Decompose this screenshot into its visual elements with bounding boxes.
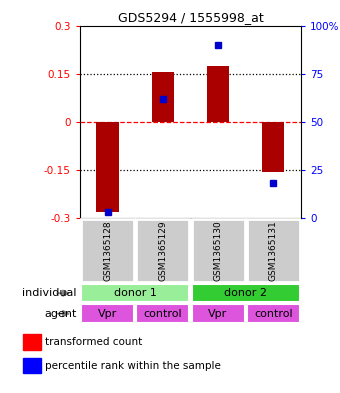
Text: GSM1365129: GSM1365129 — [158, 220, 167, 281]
Text: Vpr: Vpr — [98, 309, 117, 319]
Text: agent: agent — [44, 309, 76, 319]
Text: control: control — [254, 309, 293, 319]
Text: percentile rank within the sample: percentile rank within the sample — [45, 360, 221, 371]
Text: donor 1: donor 1 — [114, 288, 157, 298]
Bar — [81, 305, 134, 323]
Title: GDS5294 / 1555998_at: GDS5294 / 1555998_at — [118, 11, 263, 24]
Bar — [81, 219, 134, 282]
Bar — [23, 334, 40, 349]
Text: individual: individual — [22, 288, 76, 298]
Bar — [191, 219, 244, 282]
Bar — [247, 305, 300, 323]
Text: Vpr: Vpr — [208, 309, 228, 319]
Bar — [136, 305, 189, 323]
Text: GSM1365131: GSM1365131 — [269, 220, 278, 281]
Bar — [136, 219, 189, 282]
Bar — [152, 72, 174, 122]
Bar — [81, 284, 189, 302]
Text: transformed count: transformed count — [45, 337, 142, 347]
Text: GSM1365128: GSM1365128 — [103, 220, 112, 281]
Bar — [247, 219, 300, 282]
Bar — [191, 284, 300, 302]
Bar — [262, 122, 284, 172]
Text: control: control — [143, 309, 182, 319]
Bar — [23, 358, 40, 373]
Bar — [97, 122, 119, 212]
Bar — [207, 66, 229, 122]
Text: donor 2: donor 2 — [224, 288, 267, 298]
Text: GSM1365130: GSM1365130 — [214, 220, 222, 281]
Bar — [191, 305, 244, 323]
